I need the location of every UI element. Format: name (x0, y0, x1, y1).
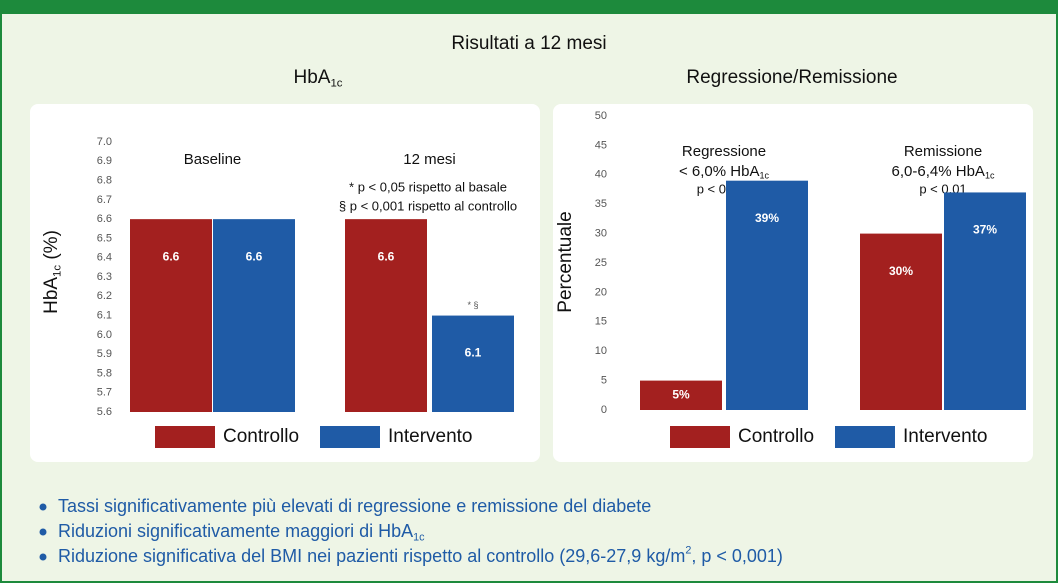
y-axis-label-sub: 1c (52, 265, 64, 277)
category-note: 6,0-6,4% HbA1c (892, 163, 995, 181)
y-tick-label: 6.0 (97, 329, 112, 341)
bar (944, 192, 1026, 410)
category-note-sub: 1c (759, 171, 769, 181)
chart-title-sub: 1c (330, 78, 342, 90)
bar (345, 219, 427, 412)
y-tick-label: 20 (595, 286, 607, 298)
y-tick-label: 25 (595, 257, 607, 269)
legend-swatch (670, 426, 730, 448)
y-tick-label: 7.0 (97, 136, 112, 148)
annotation: * p < 0,05 rispetto al basale (349, 179, 507, 194)
chart-title-text: HbA (294, 67, 331, 88)
bullet-text-rest: , p < 0,001) (691, 546, 783, 566)
y-tick-label: 6.5 (97, 232, 112, 244)
chart-title: HbA1c (294, 67, 343, 90)
bar (640, 380, 722, 410)
bullet-text-text: Riduzioni significativamente maggiori di… (58, 521, 413, 541)
value-label: 37% (973, 223, 997, 237)
value-label: 5% (672, 387, 690, 401)
annotation: * § (467, 300, 478, 310)
legend-swatch (320, 426, 380, 448)
y-tick-label: 6.3 (97, 271, 112, 283)
chart-title: Regressione/Remissione (686, 67, 897, 88)
bullet-text-sup: 2 (685, 545, 691, 557)
y-axis-label-text: HbA (41, 277, 62, 314)
y-tick-label: 5.7 (97, 387, 112, 399)
bullet-dot (39, 553, 47, 561)
category-label: 12 mesi (403, 151, 456, 168)
y-tick-label: 5 (601, 375, 607, 387)
y-tick-label: 5.8 (97, 367, 112, 379)
category-label: Regressione (682, 143, 766, 160)
y-tick-label: 6.8 (97, 174, 112, 186)
y-tick-label: 0 (601, 404, 607, 416)
y-tick-label: 6.7 (97, 194, 112, 206)
legend-swatch (835, 426, 895, 448)
value-label: 30% (889, 264, 913, 278)
bullet-text: Tassi significativamente più elevati di … (58, 496, 651, 516)
y-tick-label: 6.6 (97, 213, 112, 225)
y-tick-label: 10 (595, 345, 607, 357)
legend-label: Intervento (903, 426, 988, 447)
y-axis-label-rest: (%) (41, 230, 62, 265)
bar (130, 219, 212, 412)
bullet-text-text: Riduzione significativa del BMI nei pazi… (58, 546, 685, 566)
category-note-sub: 1c (985, 171, 995, 181)
slide-title: Risultati a 12 mesi (451, 33, 606, 54)
category-label: Remissione (904, 143, 982, 160)
y-tick-label: 15 (595, 316, 607, 328)
value-label: 6.1 (465, 346, 482, 360)
bullet-text: Riduzioni significativamente maggiori di… (58, 521, 425, 544)
bar (860, 233, 942, 410)
y-axis-label: HbA1c (%) (41, 230, 64, 314)
legend-label: Controllo (223, 426, 299, 447)
bullet-text: Riduzione significativa del BMI nei pazi… (58, 545, 783, 566)
y-tick-label: 35 (595, 198, 607, 210)
legend-label: Intervento (388, 426, 473, 447)
top-bar (0, 0, 1058, 14)
category-note: < 6,0% HbA1c (679, 163, 769, 181)
category-note-text: 6,0-6,4% HbA (892, 163, 985, 180)
y-tick-label: 6.1 (97, 309, 112, 321)
y-tick-label: 5.6 (97, 406, 112, 418)
chart-title-text: Regressione/Remissione (686, 67, 897, 88)
category-note-text: < 6,0% HbA (679, 163, 759, 180)
bullet-dot (39, 528, 47, 536)
y-tick-label: 6.4 (97, 252, 112, 264)
bar (213, 219, 295, 412)
bar (726, 180, 808, 410)
bullet-text-text: Tassi significativamente più elevati di … (58, 496, 651, 516)
y-tick-label: 6.2 (97, 290, 112, 302)
legend-label: Controllo (738, 426, 814, 447)
y-tick-label: 6.9 (97, 155, 112, 167)
value-label: 39% (755, 211, 779, 225)
y-tick-label: 30 (595, 228, 607, 240)
value-label: 6.6 (163, 249, 180, 263)
bar (432, 315, 514, 412)
y-axis-label: Percentuale (555, 211, 576, 312)
y-axis-label-text: Percentuale (555, 211, 576, 312)
annotation: § p < 0,001 rispetto al controllo (339, 198, 517, 213)
y-tick-label: 5.9 (97, 348, 112, 360)
category-label: Baseline (184, 151, 242, 168)
y-tick-label: 45 (595, 139, 607, 151)
value-label: 6.6 (378, 249, 395, 263)
y-tick-label: 50 (595, 110, 607, 122)
value-label: 6.6 (246, 249, 263, 263)
y-tick-label: 40 (595, 169, 607, 181)
legend-swatch (155, 426, 215, 448)
bullet-text-sub: 1c (413, 531, 425, 543)
bullet-dot (39, 503, 47, 511)
